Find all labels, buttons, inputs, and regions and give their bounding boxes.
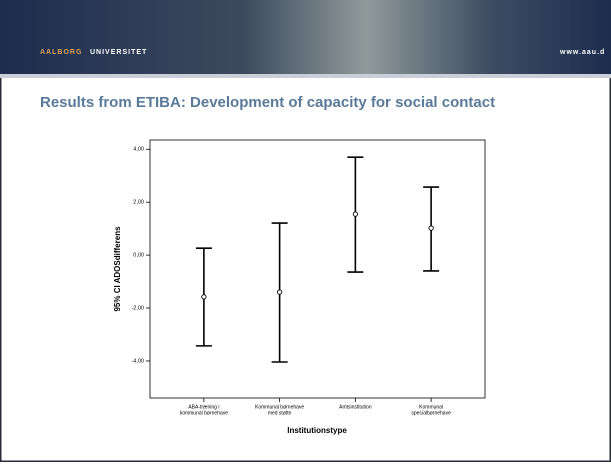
logo-word: UNIVERSITET <box>90 49 147 56</box>
header-rule <box>0 74 611 78</box>
mean-marker <box>276 289 283 295</box>
y-tick-label: -4,00 <box>131 358 144 364</box>
y-tick-label: 4,00 <box>133 147 144 153</box>
x-axis-label: Institutionstype <box>287 426 347 435</box>
y-axis-label: 95% CI ADOSdifferens <box>113 226 122 312</box>
slide-title: Results from ETIBA: Development of capac… <box>40 94 495 111</box>
logo-word: AALBORG <box>40 49 82 56</box>
y-tick-label: -2,00 <box>131 305 144 311</box>
x-tick-label: kommunal børnehave <box>180 410 229 416</box>
header-url: www.aau.d <box>559 49 605 56</box>
mean-marker <box>352 211 359 217</box>
y-tick-label: 0,00 <box>133 253 144 259</box>
x-tick-label: Kommunal <box>419 404 443 410</box>
x-tick-label: Amtsinstitution <box>339 404 372 410</box>
x-tick-label: specialbørnehave <box>411 410 451 416</box>
mean-marker <box>428 225 434 231</box>
x-tick-label: ABA-træning i <box>188 404 219 410</box>
plot-frame <box>149 139 486 399</box>
x-tick-label: Kommunal børnehave <box>255 404 304 410</box>
y-tick-label: 2,00 <box>133 200 144 206</box>
x-tick-label: med støtte <box>268 410 292 416</box>
header-banner <box>0 0 611 74</box>
mean-marker <box>201 294 207 300</box>
